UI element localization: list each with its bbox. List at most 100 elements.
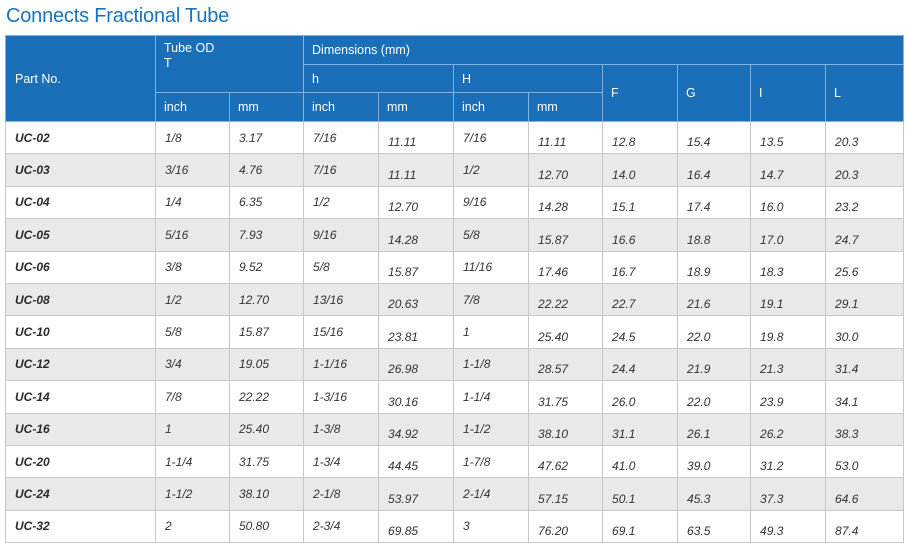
cell-tube-mm: 12.70: [228, 283, 304, 317]
cell-tube-mm: 50.80: [228, 510, 304, 543]
cell-g: 16.4: [677, 153, 751, 187]
cell-tube-mm: 6.35: [228, 186, 304, 220]
table-row: UC-24 1-1/2 38.10 2-1/8 53.97 2-1/4 57.15 50.1 4…: [5, 477, 905, 511]
cell-h-lower-mm: 44.45: [378, 445, 454, 479]
cell-l: 31.4: [825, 348, 905, 382]
cell-tube-inch: 1/2: [155, 283, 230, 317]
cell-l: 20.3: [825, 121, 905, 155]
table-row: UC-04 1/4 6.35 1/2 12.70 9/16 14.28 15.1 17.4 16.…: [5, 186, 905, 220]
cell-h-lower-mm: 20.63: [378, 283, 454, 317]
cell-h-upper-mm: 28.57: [528, 348, 603, 382]
cell-part-no: UC-02: [5, 121, 156, 155]
table-header: Part No. Tube OD T Dimensions (mm) h H F…: [5, 35, 905, 122]
cell-f: 26.0: [602, 380, 678, 414]
cell-h-lower-inch: 13/16: [303, 283, 379, 317]
cell-l: 38.3: [825, 413, 905, 446]
cell-g: 21.9: [677, 348, 751, 382]
table-row: UC-03 3/16 4.76 7/16 11.11 1/2 12.70 14.0 16.4 14…: [5, 153, 905, 187]
cell-i: 19.8: [750, 315, 826, 349]
cell-g: 18.8: [677, 218, 751, 252]
cell-h-upper-mm: 14.28: [528, 186, 603, 220]
cell-g: 18.9: [677, 251, 751, 284]
cell-h-upper-mm: 15.87: [528, 218, 603, 252]
cell-f: 24.4: [602, 348, 678, 382]
cell-part-no: UC-05: [5, 218, 156, 252]
cell-h-lower-mm: 11.11: [378, 121, 454, 155]
cell-part-no: UC-10: [5, 315, 156, 349]
cell-g: 26.1: [677, 413, 751, 446]
cell-l: 23.2: [825, 186, 905, 220]
table-row: UC-16 1 25.40 1-3/8 34.92 1-1/2 38.10 31.1 26.1 2…: [5, 413, 905, 446]
cell-f: 14.0: [602, 153, 678, 187]
cell-h-upper-inch: 1/2: [453, 153, 529, 187]
cell-h-lower-mm: 14.28: [378, 218, 454, 252]
header-tube-inch: inch: [155, 92, 230, 122]
cell-tube-inch: 5/16: [155, 218, 230, 252]
cell-h-upper-inch: 7/8: [453, 283, 529, 317]
cell-g: 15.4: [677, 121, 751, 155]
cell-f: 41.0: [602, 445, 678, 479]
cell-l: 34.1: [825, 380, 905, 414]
cell-tube-mm: 19.05: [228, 348, 304, 382]
table-row: UC-32 2 50.80 2-3/4 69.85 3 76.20 69.1 63.5 49.3 8…: [5, 510, 905, 543]
cell-h-lower-inch: 1-3/8: [303, 413, 379, 446]
header-g: G: [677, 64, 752, 122]
cell-tube-inch: 3/8: [155, 251, 230, 284]
cell-h-upper-inch: 11/16: [453, 251, 529, 284]
header-l: L: [825, 64, 905, 122]
cell-g: 22.0: [677, 315, 751, 349]
header-dimensions: Dimensions (mm): [303, 35, 905, 65]
cell-part-no: UC-03: [5, 153, 156, 187]
cell-part-no: UC-24: [5, 477, 156, 511]
cell-i: 17.0: [750, 218, 826, 252]
cell-f: 12.8: [602, 121, 678, 155]
cell-g: 39.0: [677, 445, 751, 479]
header-tube-od-symbol: T: [164, 56, 172, 70]
cell-h-lower-mm: 11.11: [378, 153, 454, 187]
header-tube-od-label: Tube OD: [164, 41, 215, 55]
cell-h-lower-inch: 5/8: [303, 251, 379, 284]
cell-l: 25.6: [825, 251, 905, 284]
table-row: UC-02 1/8 3.17 7/16 11.11 7/16 11.11 12.8 15.4 13…: [5, 121, 905, 155]
page: Connects Fractional Tube Part No. Tube O…: [5, 5, 905, 543]
cell-h-upper-mm: 25.40: [528, 315, 603, 349]
cell-f: 31.1: [602, 413, 678, 446]
cell-h-lower-inch: 1-3/16: [303, 380, 379, 414]
cell-h-lower-inch: 2-1/8: [303, 477, 379, 511]
cell-i: 14.7: [750, 153, 826, 187]
cell-h-upper-mm: 17.46: [528, 251, 603, 284]
cell-l: 87.4: [825, 510, 905, 543]
cell-part-no: UC-08: [5, 283, 156, 317]
cell-h-lower-inch: 15/16: [303, 315, 379, 349]
cell-f: 22.7: [602, 283, 678, 317]
cell-l: 64.6: [825, 477, 905, 511]
cell-tube-inch: 1-1/4: [155, 445, 230, 479]
cell-f: 16.6: [602, 218, 678, 252]
cell-tube-mm: 22.22: [228, 380, 304, 414]
cell-h-lower-mm: 34.92: [378, 413, 454, 446]
cell-h-upper-mm: 57.15: [528, 477, 603, 511]
cell-h-lower-inch: 7/16: [303, 121, 379, 155]
cell-h-upper-mm: 22.22: [528, 283, 603, 317]
cell-part-no: UC-16: [5, 413, 156, 446]
cell-g: 45.3: [677, 477, 751, 511]
table-row: UC-05 5/16 7.93 9/16 14.28 5/8 15.87 16.6 18.8 17…: [5, 218, 905, 252]
cell-h-upper-inch: 1-1/4: [453, 380, 529, 414]
cell-part-no: UC-20: [5, 445, 156, 479]
cell-h-lower-inch: 1-3/4: [303, 445, 379, 479]
cell-tube-inch: 3/16: [155, 153, 230, 187]
cell-tube-mm: 4.76: [228, 153, 304, 187]
cell-i: 21.3: [750, 348, 826, 382]
header-h-upper-mm: mm: [528, 92, 604, 122]
header-part-no: Part No.: [5, 35, 156, 122]
cell-h-upper-mm: 47.62: [528, 445, 603, 479]
cell-f: 69.1: [602, 510, 678, 543]
cell-l: 29.1: [825, 283, 905, 317]
cell-i: 31.2: [750, 445, 826, 479]
cell-h-upper-inch: 5/8: [453, 218, 529, 252]
header-f: F: [602, 64, 679, 122]
cell-f: 15.1: [602, 186, 678, 220]
header-tube-od: Tube OD T: [154, 35, 305, 93]
cell-tube-inch: 5/8: [155, 315, 230, 349]
cell-h-lower-inch: 1-1/16: [303, 348, 379, 382]
